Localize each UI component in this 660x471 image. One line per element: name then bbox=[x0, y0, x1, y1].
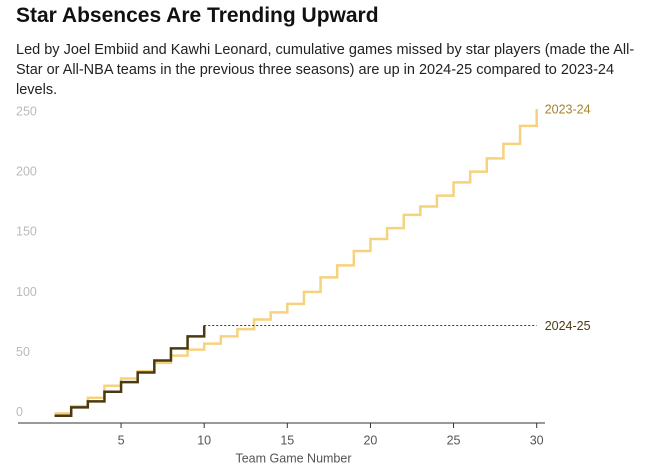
x-tick-label: 15 bbox=[280, 433, 294, 447]
x-tick-label: 30 bbox=[530, 433, 544, 447]
series-line bbox=[54, 325, 206, 418]
series-label: 2023-24 bbox=[545, 102, 591, 116]
x-axis-label: Team Game Number bbox=[235, 451, 351, 465]
y-tick-label: 100 bbox=[16, 285, 37, 299]
y-tick-label: 150 bbox=[16, 225, 37, 239]
y-tick-label: 250 bbox=[16, 104, 37, 118]
chart-subtitle: Led by Joel Embiid and Kawhi Leonard, cu… bbox=[16, 42, 635, 98]
series-label: 2024-25 bbox=[545, 319, 591, 333]
y-tick-label: 50 bbox=[16, 345, 30, 359]
y-tick-label: 0 bbox=[16, 405, 23, 419]
y-tick-label: 200 bbox=[16, 164, 37, 178]
x-tick-label: 10 bbox=[197, 433, 211, 447]
x-tick-label: 20 bbox=[363, 433, 377, 447]
chart-title: Star Absences Are Trending Upward bbox=[16, 4, 379, 27]
series-line bbox=[54, 109, 538, 415]
x-tick-label: 5 bbox=[118, 433, 125, 447]
x-tick-label: 25 bbox=[447, 433, 461, 447]
